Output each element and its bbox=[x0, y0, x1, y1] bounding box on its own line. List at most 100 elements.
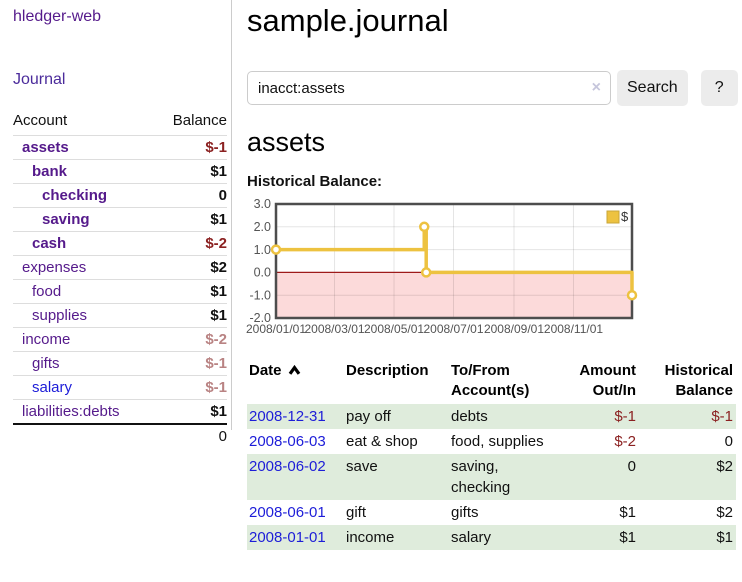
search-input[interactable] bbox=[247, 71, 611, 105]
transaction-running-balance: 0 bbox=[724, 432, 733, 450]
account-link[interactable]: gifts bbox=[32, 355, 60, 372]
account-column-header: Account bbox=[13, 112, 68, 129]
historical-balance-chart: $3.0 2.0 1.0 0.0 -1.0 -2.0 2008/01/01 2008/03/0… bbox=[246, 197, 742, 339]
y-axis-tick-label: 0.0 bbox=[254, 266, 271, 280]
transaction-date-link[interactable]: 2008-06-01 bbox=[249, 503, 326, 521]
account-link[interactable]: cash bbox=[32, 235, 67, 252]
y-axis-tick-label: -2.0 bbox=[249, 311, 271, 325]
account-balance: $-1 bbox=[205, 139, 227, 156]
x-axis-tick-label: 2008/05/01 bbox=[364, 322, 424, 336]
chart-point bbox=[420, 267, 432, 278]
transaction-description: eat & shop bbox=[346, 432, 418, 450]
account-row: liabilities:debts $1 bbox=[13, 399, 227, 424]
date-column-header[interactable]: Date bbox=[247, 359, 344, 404]
transaction-date-link[interactable]: 2008-01-01 bbox=[249, 528, 326, 546]
account-row: assets $-1 bbox=[13, 135, 227, 160]
chart-title: Historical Balance: bbox=[247, 173, 383, 190]
accounts-total-balance: 0 bbox=[154, 423, 227, 448]
transaction-running-balance: $-1 bbox=[711, 407, 733, 425]
register-table-body: 2008-12-31 pay off debts $-1 $-1 2008-06-03 ea… bbox=[247, 403, 736, 550]
x-axis-tick-label: 2008/11/01 bbox=[544, 322, 603, 336]
account-row: expenses $2 bbox=[13, 255, 227, 280]
transaction-date-link[interactable]: 2008-06-02 bbox=[249, 457, 326, 475]
search-row: × Search ? bbox=[247, 70, 742, 106]
accounts-table-body: assets $-1 bank $1 checking 0 saving $1 cash $-2 e… bbox=[13, 135, 227, 424]
accounts-column-header: To/From Account(s) bbox=[451, 362, 530, 400]
register-row: 2008-12-31 pay off debts $-1 $-1 bbox=[247, 403, 736, 429]
account-balance: $1 bbox=[210, 283, 227, 300]
transaction-description: gift bbox=[346, 503, 367, 521]
account-row: checking 0 bbox=[13, 183, 227, 208]
transaction-accounts: debts bbox=[451, 407, 488, 425]
account-balance: $-1 bbox=[205, 355, 227, 372]
description-column-header: Description bbox=[346, 362, 429, 379]
accounts-table: Account Balance assets $-1 bank $1 checking 0… bbox=[13, 109, 227, 448]
transaction-amount: $1 bbox=[619, 503, 636, 521]
transaction-running-balance: $2 bbox=[716, 457, 733, 475]
account-row: food $1 bbox=[13, 279, 227, 304]
account-balance: $1 bbox=[210, 211, 227, 228]
transaction-running-balance: $1 bbox=[716, 528, 733, 546]
y-axis-tick-label: 1.0 bbox=[254, 243, 271, 257]
transaction-date-link[interactable]: 2008-12-31 bbox=[249, 407, 326, 425]
account-balance: $-2 bbox=[205, 235, 227, 252]
account-link[interactable]: expenses bbox=[22, 259, 87, 276]
y-axis-tick-label: 2.0 bbox=[254, 220, 271, 234]
account-row: gifts $-1 bbox=[13, 351, 227, 376]
plot-border bbox=[274, 202, 634, 320]
brand-link[interactable]: hledger-web bbox=[13, 8, 102, 25]
amount-column-header: Amount Out/In bbox=[579, 362, 636, 400]
transaction-description: save bbox=[346, 457, 378, 475]
transaction-amount: 0 bbox=[627, 457, 636, 475]
account-row: saving $1 bbox=[13, 207, 227, 232]
transaction-description: income bbox=[346, 528, 395, 546]
transaction-amount: $-1 bbox=[614, 407, 636, 425]
account-heading: assets bbox=[247, 127, 326, 157]
accounts-total-row: 0 bbox=[13, 423, 227, 448]
date-header-label: Date bbox=[249, 362, 282, 379]
transaction-accounts: salary bbox=[451, 528, 492, 546]
sort-ascending-icon bbox=[288, 364, 300, 375]
account-link[interactable]: food bbox=[32, 283, 62, 300]
clear-search-icon[interactable]: × bbox=[591, 79, 601, 96]
y-axis-tick-label: -1.0 bbox=[249, 288, 271, 302]
sidebar: hledger-web Journal Account Balance asse… bbox=[0, 0, 232, 448]
account-link[interactable]: salary bbox=[32, 379, 73, 396]
page-title: sample.journal bbox=[247, 3, 449, 38]
account-row: cash $-2 bbox=[13, 231, 227, 256]
account-link[interactable]: supplies bbox=[32, 307, 88, 324]
account-link[interactable]: assets bbox=[22, 139, 69, 156]
account-balance: $1 bbox=[210, 403, 227, 420]
account-balance: $-1 bbox=[205, 379, 227, 396]
legend-label: $ bbox=[621, 209, 629, 224]
account-row: salary $-1 bbox=[13, 375, 227, 400]
account-balance: $2 bbox=[210, 259, 227, 276]
account-link[interactable]: checking bbox=[42, 187, 108, 204]
register-table: Date Description To/From Account(s) Amou… bbox=[247, 359, 736, 550]
register-row: 2008-06-02 save saving, checking 0 $2 bbox=[247, 453, 736, 500]
chart-point bbox=[419, 221, 430, 233]
search-button[interactable]: Search bbox=[617, 70, 688, 106]
main-content: sample.journal × Search ? assets Histori… bbox=[232, 0, 742, 582]
account-link[interactable]: saving bbox=[42, 211, 90, 228]
account-link[interactable]: income bbox=[22, 331, 71, 348]
transaction-running-balance: $2 bbox=[716, 503, 733, 521]
account-row: income $-2 bbox=[13, 327, 227, 352]
transaction-description: pay off bbox=[346, 407, 391, 425]
y-axis-tick-label: 3.0 bbox=[254, 197, 271, 211]
account-link[interactable]: liabilities:debts bbox=[22, 403, 120, 420]
balance-chart-svg: $3.0 2.0 1.0 0.0 -1.0 -2.02008/01/012008/03/0… bbox=[246, 197, 638, 336]
chart-point bbox=[270, 244, 282, 255]
journal-link[interactable]: Journal bbox=[13, 71, 66, 88]
help-button[interactable]: ? bbox=[700, 70, 738, 106]
transaction-accounts: gifts bbox=[451, 503, 479, 521]
account-balance: 0 bbox=[218, 187, 227, 204]
balance-column-header: Balance bbox=[172, 112, 227, 129]
legend-swatch bbox=[606, 210, 620, 224]
negative-region bbox=[276, 272, 632, 318]
transaction-date-link[interactable]: 2008-06-03 bbox=[249, 432, 326, 450]
account-row: bank $1 bbox=[13, 159, 227, 184]
account-link[interactable]: bank bbox=[32, 163, 68, 180]
transaction-amount: $-2 bbox=[614, 432, 636, 450]
